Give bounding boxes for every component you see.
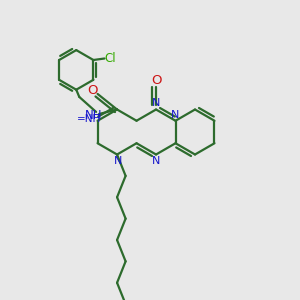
- Text: Cl: Cl: [105, 52, 116, 65]
- Text: =NH: =NH: [76, 114, 101, 124]
- Text: NH: NH: [85, 109, 102, 122]
- Text: O: O: [87, 84, 98, 98]
- Text: N: N: [152, 155, 160, 166]
- Text: N: N: [114, 156, 123, 166]
- Text: N: N: [152, 98, 160, 109]
- Text: N: N: [171, 110, 180, 120]
- Text: O: O: [151, 74, 161, 87]
